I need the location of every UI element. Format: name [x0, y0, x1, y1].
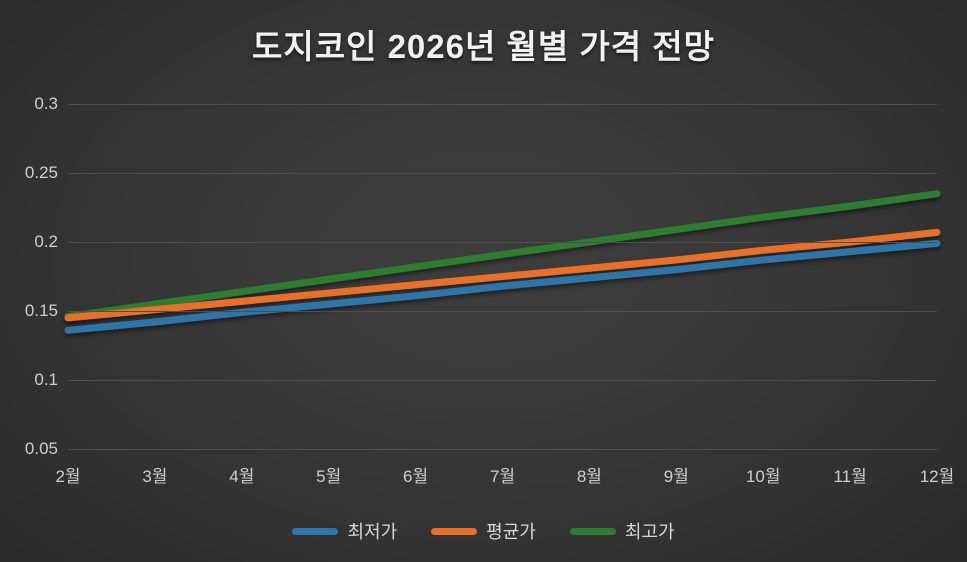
legend-label: 평균가 — [486, 522, 536, 542]
x-axis: 2월 3월 4월 5월 6월 7월 8월 9월 10월 11월 12월 — [55, 462, 954, 490]
gridline — [68, 104, 937, 105]
gridline — [68, 449, 937, 450]
gridline — [68, 242, 937, 243]
x-tick-label: 7월 — [489, 467, 516, 486]
x-tick-label: 3월 — [142, 467, 168, 486]
y-tick-label: 0.25 — [24, 163, 58, 182]
legend-item[interactable]: 평균가 — [431, 518, 536, 544]
legend-item[interactable]: 최저가 — [292, 518, 397, 544]
legend-swatch — [569, 527, 616, 535]
x-tick-label: 10월 — [745, 467, 781, 486]
x-tick-label: 9월 — [663, 467, 689, 486]
gridline — [68, 173, 937, 174]
gridline — [68, 380, 937, 381]
y-tick-label: 0.1 — [34, 370, 58, 389]
x-tick-label: 11월 — [833, 467, 867, 486]
x-tick-label: 2월 — [55, 467, 81, 486]
legend-item[interactable]: 최고가 — [569, 518, 675, 544]
chart-title: 도지코인 2026년 월별 가격 전망 — [251, 28, 716, 65]
y-tick-label: 0.05 — [24, 439, 58, 458]
chart-legend: 최저가 평균가 최고가 — [0, 518, 967, 544]
plot-area — [64, 104, 941, 450]
line-series-평균가 — [64, 228, 941, 322]
legend-label: 최고가 — [624, 522, 675, 542]
line-series-group — [64, 190, 941, 334]
y-tick-label: 0.15 — [24, 301, 58, 320]
legend-swatch — [292, 527, 339, 535]
x-tick-label: 5월 — [316, 467, 342, 486]
y-axis: 0.05 0.1 0.15 0.2 0.25 0.3 — [0, 94, 58, 458]
x-tick-label: 6월 — [403, 467, 429, 486]
legend-label: 최저가 — [347, 522, 398, 542]
y-tick-label: 0.3 — [34, 94, 58, 113]
legend-swatch — [431, 527, 478, 535]
line-series-최저가 — [64, 239, 941, 334]
gridline — [68, 311, 937, 312]
y-tick-label: 0.2 — [34, 232, 58, 251]
x-tick-label: 4월 — [229, 467, 255, 486]
x-tick-label: 12월 — [919, 467, 955, 486]
x-tick-label: 8월 — [576, 467, 602, 486]
line-series-최고가 — [64, 190, 941, 321]
